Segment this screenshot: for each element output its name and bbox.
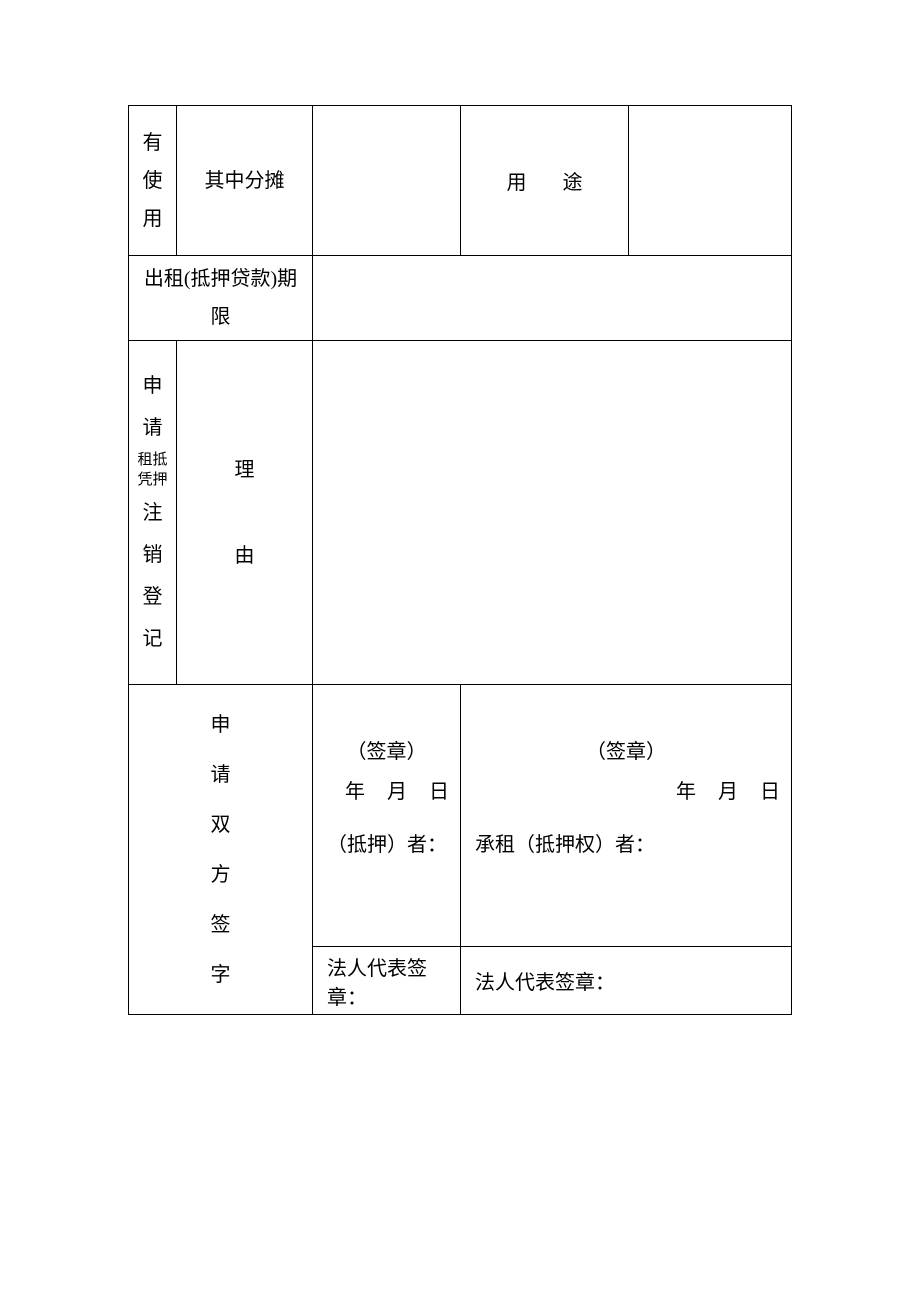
cell-both-parties-sign-label: 申 请 双 方 签 字 — [129, 685, 313, 1015]
party-a-seal: （签章） — [313, 735, 460, 764]
char: 租 — [137, 451, 152, 471]
cell-purpose-label: 用 途 — [461, 106, 629, 256]
char: 注 — [143, 492, 163, 534]
party-b-legal-label: 法人代表签章： — [461, 966, 791, 995]
char: 登 — [143, 576, 163, 618]
party-b-date: 年 月 日 — [676, 775, 781, 804]
char: 抵 — [153, 451, 168, 471]
cell-party-b-legal[interactable]: 法人代表签章： — [461, 947, 792, 1015]
cell-party-a-legal[interactable]: 法人代表签章： — [313, 947, 461, 1015]
char: 使 — [143, 162, 163, 200]
cell-term-value[interactable] — [313, 256, 792, 341]
cell-reason-label: 理 由 — [177, 341, 313, 685]
char: 销 — [143, 534, 163, 576]
party-a-title: （抵押）者： — [327, 828, 447, 857]
char: 途 — [563, 166, 583, 195]
row-term: 出租(抵押贷款)期 限 — [129, 256, 792, 341]
cell-apply-cancel-label: 申 请 租 凭 抵 押 注 — [129, 341, 177, 685]
char: 签 — [211, 900, 231, 950]
char: 由 — [235, 537, 255, 575]
cell-reason-value[interactable] — [313, 341, 792, 685]
char: 方 — [211, 850, 231, 900]
char: 用 — [143, 200, 163, 238]
cell-party-b-sign[interactable]: 承租（抵押权）者： （签章） 年 月 日 — [461, 685, 792, 947]
char: 押 — [153, 471, 168, 491]
char: 申 — [143, 365, 163, 407]
char: 请 — [211, 750, 231, 800]
row-usage: 有 使 用 其中分摊 用 途 — [129, 106, 792, 256]
char: 请 — [143, 407, 163, 449]
page: 有 使 用 其中分摊 用 途 出租(抵押贷款)期 — [0, 0, 920, 1302]
cell-shared-label: 其中分摊 — [177, 106, 313, 256]
cell-purpose-value[interactable] — [629, 106, 792, 256]
form-table: 有 使 用 其中分摊 用 途 出租(抵押贷款)期 — [128, 105, 792, 1015]
cell-ownership-use-label: 有 使 用 — [129, 106, 177, 256]
line: 出租(抵押贷款)期 — [144, 268, 297, 290]
cell-term-label: 出租(抵押贷款)期 限 — [129, 256, 313, 341]
char: 记 — [143, 618, 163, 660]
row-reason: 申 请 租 凭 抵 押 注 — [129, 341, 792, 685]
party-a-legal-label: 法人代表签章： — [313, 952, 460, 1010]
char: 字 — [211, 950, 231, 1000]
char: 用 — [507, 166, 527, 195]
char: 双 — [211, 800, 231, 850]
cell-party-a-sign[interactable]: （抵押）者： （签章） 年 月 日 — [313, 685, 461, 947]
char: 申 — [211, 700, 231, 750]
row-signatures-upper: 申 请 双 方 签 字 （抵押）者： （签章） 年 月 日 承租（抵押权）者： — [129, 685, 792, 947]
char: 凭 — [137, 471, 152, 491]
char: 理 — [235, 451, 255, 489]
party-b-title: 承租（抵押权）者： — [475, 828, 655, 857]
label: 其中分摊 — [177, 162, 312, 200]
cell-shared-value[interactable] — [313, 106, 461, 256]
char: 有 — [143, 124, 163, 162]
line: 限 — [211, 306, 231, 328]
party-b-seal: （签章） — [461, 735, 791, 764]
party-a-date: 年 月 日 — [345, 775, 450, 804]
